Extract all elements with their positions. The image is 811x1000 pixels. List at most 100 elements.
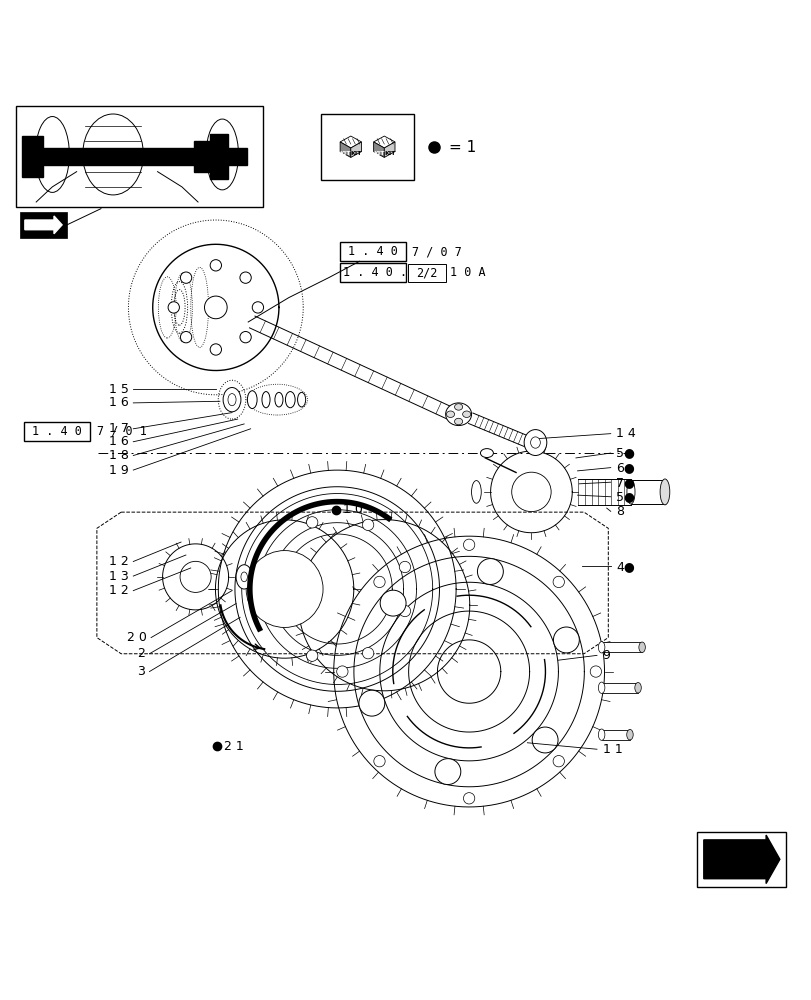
Bar	[630, 480, 664, 504]
Circle shape	[210, 260, 221, 271]
Ellipse shape	[480, 449, 493, 458]
Ellipse shape	[471, 481, 481, 503]
Ellipse shape	[626, 729, 633, 740]
Polygon shape	[340, 136, 361, 148]
Circle shape	[590, 666, 601, 677]
Ellipse shape	[454, 418, 462, 425]
Text: 2/2: 2/2	[416, 266, 437, 279]
Text: 1 . 4 0: 1 . 4 0	[32, 425, 82, 438]
Bar	[23, 136, 43, 177]
Text: 1 7: 1 7	[109, 422, 129, 435]
Ellipse shape	[598, 729, 604, 740]
Ellipse shape	[524, 430, 546, 455]
Circle shape	[204, 296, 227, 319]
Bar	[339, 263, 406, 282]
Text: KIT: KIT	[373, 151, 384, 156]
Circle shape	[337, 666, 348, 677]
Circle shape	[362, 648, 373, 659]
Text: KIT: KIT	[384, 151, 395, 156]
Circle shape	[306, 517, 317, 528]
Circle shape	[306, 650, 317, 661]
Bar	[20, 212, 67, 238]
Circle shape	[246, 551, 323, 627]
Polygon shape	[373, 136, 394, 148]
Circle shape	[511, 472, 551, 512]
Text: 3: 3	[137, 665, 145, 678]
Text: 1 2: 1 2	[109, 584, 129, 597]
Text: 2 0: 2 0	[127, 631, 147, 644]
Ellipse shape	[454, 404, 462, 410]
Text: 2 1: 2 1	[224, 740, 243, 753]
Text: 1 1: 1 1	[602, 743, 621, 756]
Polygon shape	[350, 142, 361, 157]
Text: 8: 8	[616, 505, 624, 518]
Circle shape	[362, 519, 373, 531]
Ellipse shape	[445, 403, 471, 426]
Bar	[339, 242, 406, 261]
Circle shape	[180, 561, 211, 592]
Circle shape	[552, 756, 564, 767]
Ellipse shape	[223, 388, 241, 412]
Text: 7 / 0 7: 7 / 0 7	[412, 245, 461, 258]
Text: 1 2: 1 2	[109, 555, 129, 568]
Circle shape	[252, 302, 264, 313]
Bar	[601, 730, 629, 740]
Circle shape	[399, 605, 410, 617]
Bar	[697, 832, 785, 887]
Text: 1 6: 1 6	[109, 435, 129, 448]
Ellipse shape	[236, 565, 252, 589]
Polygon shape	[384, 142, 394, 157]
Ellipse shape	[446, 411, 454, 417]
Text: 7●: 7●	[616, 476, 634, 489]
Circle shape	[180, 331, 191, 343]
Ellipse shape	[638, 642, 645, 653]
Bar	[320, 114, 414, 180]
Text: 1 9: 1 9	[109, 464, 129, 477]
Circle shape	[380, 590, 406, 616]
Text: 1 6: 1 6	[109, 396, 129, 409]
Text: KIT: KIT	[339, 151, 350, 156]
Circle shape	[373, 576, 384, 588]
Ellipse shape	[462, 411, 470, 417]
Text: 5●: 5●	[616, 447, 634, 460]
Ellipse shape	[262, 392, 270, 408]
Ellipse shape	[659, 479, 669, 505]
Text: 9: 9	[602, 649, 610, 662]
Ellipse shape	[598, 642, 604, 653]
Circle shape	[266, 555, 277, 567]
Bar	[194, 141, 212, 172]
Text: 1 . 4 0: 1 . 4 0	[347, 245, 397, 258]
Ellipse shape	[275, 392, 283, 407]
Circle shape	[399, 561, 410, 573]
Circle shape	[210, 344, 221, 355]
Polygon shape	[25, 216, 62, 234]
Polygon shape	[373, 142, 384, 157]
Text: 6●: 6●	[616, 461, 634, 474]
Bar	[601, 683, 637, 693]
Circle shape	[477, 559, 503, 584]
Circle shape	[373, 756, 384, 767]
Bar	[32, 148, 247, 165]
Text: 1 4: 1 4	[616, 427, 635, 440]
Ellipse shape	[634, 682, 641, 693]
Bar	[210, 134, 228, 179]
Bar	[16, 106, 263, 207]
Ellipse shape	[285, 392, 294, 408]
Polygon shape	[703, 835, 779, 884]
Circle shape	[552, 576, 564, 588]
Circle shape	[358, 690, 384, 716]
Text: 7 / 0 1: 7 / 0 1	[97, 425, 147, 438]
Text: 1 0: 1 0	[342, 503, 363, 516]
Bar	[407, 264, 446, 282]
Bar	[601, 642, 642, 652]
Ellipse shape	[626, 480, 634, 504]
Text: 2: 2	[137, 647, 145, 660]
Text: = 1: = 1	[448, 140, 475, 155]
Bar	[24, 422, 90, 441]
Circle shape	[239, 331, 251, 343]
Ellipse shape	[598, 682, 604, 693]
Circle shape	[531, 727, 557, 753]
Ellipse shape	[297, 392, 305, 407]
Circle shape	[463, 793, 474, 804]
Text: 4●: 4●	[616, 560, 634, 573]
